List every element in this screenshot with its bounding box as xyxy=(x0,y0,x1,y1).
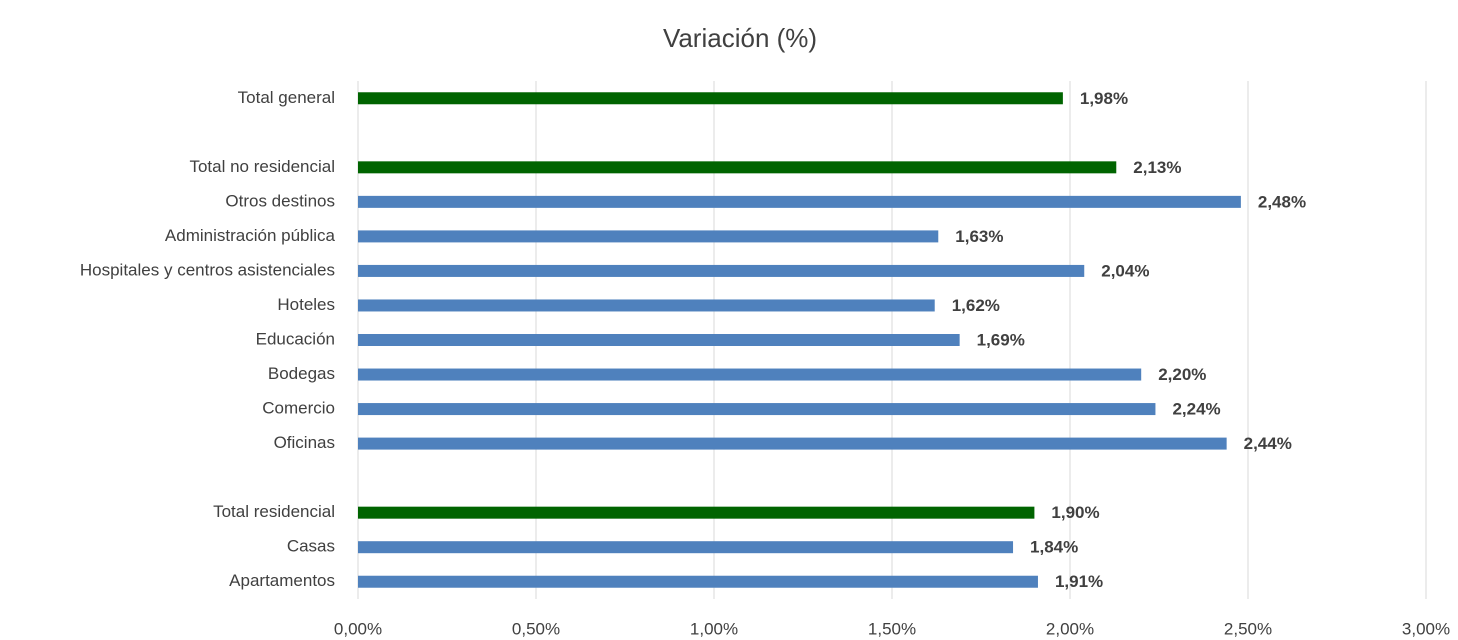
bar xyxy=(358,368,1142,381)
bar xyxy=(358,230,939,243)
x-tick-label: 3,00% xyxy=(1402,619,1450,638)
value-label: 1,90% xyxy=(1051,503,1099,522)
y-tick-label: Oficinas xyxy=(274,433,335,452)
value-label: 1,84% xyxy=(1030,538,1078,557)
bar xyxy=(358,403,1156,416)
x-tick-label: 0,50% xyxy=(512,619,560,638)
bar xyxy=(358,506,1035,519)
x-tick-label: 1,00% xyxy=(690,619,738,638)
bar xyxy=(358,334,960,346)
y-tick-label: Apartamentos xyxy=(229,571,335,590)
bar xyxy=(358,541,1014,554)
y-tick-label: Comercio xyxy=(262,399,335,418)
bar xyxy=(358,299,935,312)
y-tick-label: Hospitales y centros asistenciales xyxy=(80,260,335,279)
value-label: 1,98% xyxy=(1080,89,1128,108)
y-tick-label: Otros destinos xyxy=(225,191,335,210)
value-label: 1,69% xyxy=(977,330,1025,349)
x-tick-label: 1,50% xyxy=(868,619,916,638)
value-label: 2,13% xyxy=(1133,158,1181,177)
value-label: 2,20% xyxy=(1158,365,1206,384)
value-label: 1,63% xyxy=(955,227,1003,246)
y-tick-label: Casas xyxy=(287,537,335,556)
value-label: 2,48% xyxy=(1258,192,1306,211)
x-tick-label: 2,50% xyxy=(1224,619,1272,638)
bar xyxy=(358,92,1063,105)
bar xyxy=(358,195,1241,208)
value-label: 1,62% xyxy=(952,296,1000,315)
y-tick-label: Total general xyxy=(238,88,335,107)
value-label: 2,44% xyxy=(1244,434,1292,453)
bar xyxy=(358,264,1085,277)
bar xyxy=(358,575,1038,588)
y-tick-label: Administración pública xyxy=(165,226,336,245)
value-label: 2,24% xyxy=(1172,400,1220,419)
bar xyxy=(358,437,1227,450)
y-tick-label: Educación xyxy=(256,329,335,348)
y-tick-label: Total no residencial xyxy=(189,157,335,176)
y-tick-label: Total residencial xyxy=(213,502,335,521)
x-tick-label: 0,00% xyxy=(334,619,382,638)
y-tick-label: Bodegas xyxy=(268,364,335,383)
value-label: 2,04% xyxy=(1101,261,1149,280)
chart-title: Variación (%) xyxy=(663,23,817,53)
bar xyxy=(358,161,1117,174)
x-tick-label: 2,00% xyxy=(1046,619,1094,638)
y-tick-label: Hoteles xyxy=(277,295,335,314)
value-label: 1,91% xyxy=(1055,572,1103,591)
